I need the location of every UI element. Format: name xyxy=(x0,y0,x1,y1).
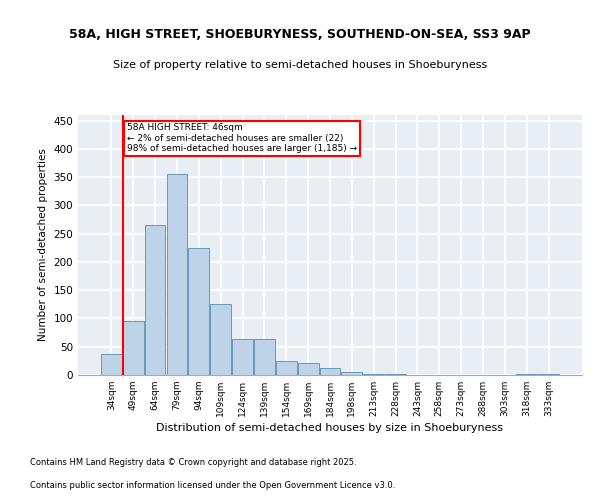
Bar xyxy=(364,374,384,375)
Bar xyxy=(341,372,362,375)
Text: Contains public sector information licensed under the Open Government Licence v3: Contains public sector information licen… xyxy=(30,480,395,490)
X-axis label: Distribution of semi-detached houses by size in Shoeburyness: Distribution of semi-detached houses by … xyxy=(157,423,503,433)
Bar xyxy=(320,368,340,375)
Bar xyxy=(123,322,143,375)
Y-axis label: Number of semi-detached properties: Number of semi-detached properties xyxy=(38,148,48,342)
Bar xyxy=(298,362,319,375)
Bar xyxy=(232,340,253,375)
Text: 58A HIGH STREET: 46sqm
← 2% of semi-detached houses are smaller (22)
98% of semi: 58A HIGH STREET: 46sqm ← 2% of semi-deta… xyxy=(127,124,357,154)
Bar xyxy=(276,361,296,375)
Bar xyxy=(188,248,209,375)
Bar xyxy=(210,304,231,375)
Text: Size of property relative to semi-detached houses in Shoeburyness: Size of property relative to semi-detach… xyxy=(113,60,487,70)
Bar xyxy=(145,225,166,375)
Bar xyxy=(517,374,537,375)
Bar xyxy=(167,174,187,375)
Bar xyxy=(385,374,406,375)
Text: 58A, HIGH STREET, SHOEBURYNESS, SOUTHEND-ON-SEA, SS3 9AP: 58A, HIGH STREET, SHOEBURYNESS, SOUTHEND… xyxy=(69,28,531,42)
Bar xyxy=(538,374,559,375)
Text: Contains HM Land Registry data © Crown copyright and database right 2025.: Contains HM Land Registry data © Crown c… xyxy=(30,458,356,467)
Bar xyxy=(254,340,275,375)
Bar xyxy=(101,354,122,375)
